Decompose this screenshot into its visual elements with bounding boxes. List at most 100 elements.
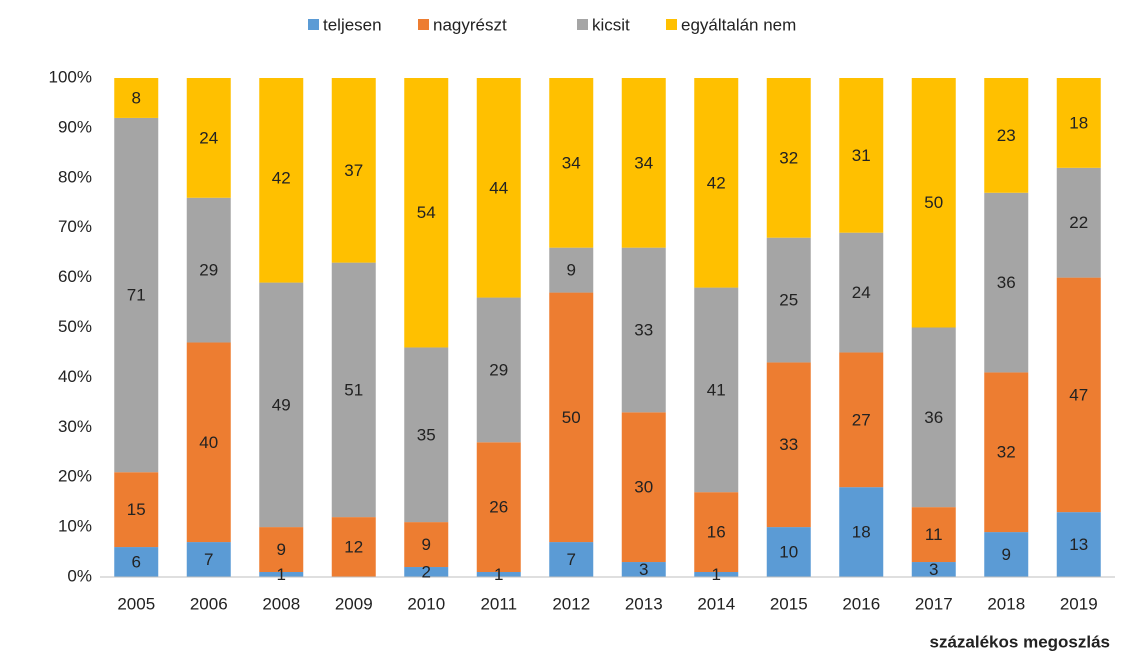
bar-segment (766, 78, 811, 238)
data-label: 9 (277, 540, 286, 559)
data-label: 1 (712, 565, 721, 584)
legend-label: kicsit (592, 15, 630, 34)
data-label: 44 (489, 178, 508, 197)
data-label: 8 (132, 88, 141, 107)
data-label: 51 (344, 380, 363, 399)
legend-swatch (418, 19, 429, 30)
y-tick-label: 10% (58, 517, 92, 536)
bar-segment (404, 522, 449, 568)
bar-segment (186, 197, 231, 343)
data-label: 25 (779, 291, 798, 310)
bar-segment (186, 78, 231, 198)
data-label: 13 (1069, 535, 1088, 554)
legend-label: nagyrészt (433, 15, 507, 34)
bar-segment (621, 78, 666, 248)
x-tick-label: 2005 (117, 594, 155, 613)
data-label: 29 (199, 261, 218, 280)
bar-segment (621, 247, 666, 413)
bar-segment (331, 517, 376, 577)
data-label: 2 (422, 562, 431, 581)
data-label: 26 (489, 498, 508, 517)
data-label: 3 (929, 560, 938, 579)
bar-segment (331, 262, 376, 518)
bar-segment (549, 292, 594, 543)
bar-segment (476, 297, 521, 443)
x-tick-label: 2012 (552, 594, 590, 613)
data-label: 24 (199, 128, 218, 147)
bar-segment (259, 572, 304, 577)
data-label: 32 (997, 443, 1016, 462)
bar-segment (911, 327, 956, 508)
data-label: 23 (997, 126, 1016, 145)
data-label: 22 (1069, 213, 1088, 232)
data-label: 71 (127, 286, 146, 305)
bar-segment (839, 232, 884, 353)
data-label: 7 (567, 550, 576, 569)
data-label: 18 (852, 523, 871, 542)
data-label: 7 (204, 550, 213, 569)
bar-segment (839, 78, 884, 233)
data-label: 1 (494, 565, 503, 584)
x-tick-label: 2018 (987, 594, 1025, 613)
bar-segment (404, 567, 449, 577)
bar-segment (984, 78, 1029, 193)
x-tick-label: 2014 (697, 594, 735, 613)
bar-segment (694, 492, 739, 573)
y-tick-label: 50% (58, 317, 92, 336)
bar-segment (476, 78, 521, 298)
bar-segment (911, 78, 956, 328)
y-tick-label: 60% (58, 267, 92, 286)
y-tick-label: 40% (58, 367, 92, 386)
x-tick-label: 2008 (262, 594, 300, 613)
data-label: 10 (779, 543, 798, 562)
data-label: 54 (417, 203, 436, 222)
bar-segment (331, 78, 376, 263)
y-tick-label: 0% (67, 566, 92, 585)
bar-segment (114, 117, 159, 473)
bar-segment (114, 78, 159, 118)
data-label: 34 (634, 153, 653, 172)
y-tick-label: 90% (58, 117, 92, 136)
bar-segment (549, 247, 594, 293)
bar-segment (404, 347, 449, 523)
x-tick-label: 2019 (1060, 594, 1098, 613)
legend-swatch (308, 19, 319, 30)
x-tick-label: 2009 (335, 594, 373, 613)
data-label: 12 (344, 538, 363, 557)
legend-label: teljesen (323, 15, 382, 34)
legend-label: egyáltalán nem (681, 15, 796, 34)
x-axis-label: százalékos megoszlás (930, 632, 1110, 651)
bar-segment (984, 192, 1029, 373)
x-tick-label: 2013 (625, 594, 663, 613)
bar-segment (766, 362, 811, 528)
bar-segment (766, 237, 811, 363)
data-label: 9 (422, 535, 431, 554)
bar-segment (1056, 512, 1101, 577)
data-label: 31 (852, 146, 871, 165)
bar-segment (621, 562, 666, 577)
bar-segment (766, 527, 811, 577)
bar-segment (1056, 277, 1101, 513)
data-label: 24 (852, 283, 871, 302)
bar-segment (839, 487, 884, 577)
bar-segment (259, 78, 304, 283)
data-label: 42 (707, 173, 726, 192)
bar-segment (549, 542, 594, 577)
data-label: 34 (562, 153, 581, 172)
legend-swatch (577, 19, 588, 30)
x-tick-label: 2010 (407, 594, 445, 613)
bar-segment (984, 372, 1029, 533)
bar-segment (1056, 167, 1101, 278)
data-label: 40 (199, 433, 218, 452)
bar-segment (476, 442, 521, 573)
data-label: 36 (997, 273, 1016, 292)
data-label: 50 (562, 408, 581, 427)
data-label: 33 (634, 320, 653, 339)
bar-segment (1056, 78, 1101, 168)
bar-segment (476, 572, 521, 577)
bar-segment (259, 282, 304, 528)
data-label: 16 (707, 523, 726, 542)
data-label: 18 (1069, 113, 1088, 132)
data-label: 29 (489, 360, 508, 379)
